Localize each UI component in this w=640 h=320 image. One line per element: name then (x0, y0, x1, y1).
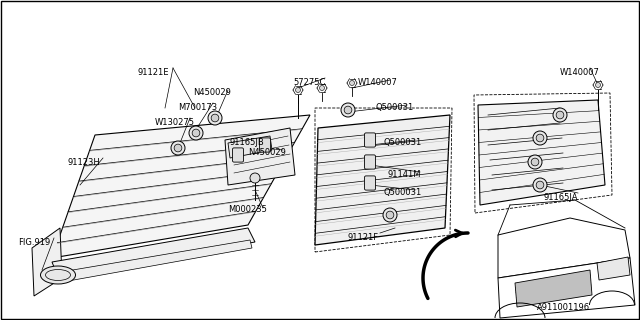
Text: W140007: W140007 (358, 78, 398, 87)
Circle shape (171, 141, 185, 155)
Circle shape (553, 108, 567, 122)
Text: 91141M: 91141M (388, 170, 422, 179)
Text: M700173: M700173 (178, 103, 217, 112)
Text: Q500031: Q500031 (383, 188, 421, 197)
Text: 91165JA: 91165JA (543, 193, 577, 202)
Circle shape (349, 81, 355, 85)
Circle shape (536, 134, 544, 142)
Text: A911001196: A911001196 (537, 303, 590, 312)
Circle shape (174, 144, 182, 152)
Circle shape (250, 173, 260, 183)
Circle shape (595, 83, 600, 87)
Text: Q500031: Q500031 (375, 103, 413, 112)
Circle shape (536, 181, 544, 189)
Circle shape (533, 178, 547, 192)
Circle shape (189, 126, 203, 140)
Polygon shape (225, 128, 295, 185)
Circle shape (344, 106, 352, 114)
Polygon shape (498, 258, 635, 318)
Text: 91165JB: 91165JB (229, 138, 264, 147)
Circle shape (531, 158, 539, 166)
Text: N450029: N450029 (248, 148, 286, 157)
Circle shape (319, 85, 324, 91)
Text: Q500031: Q500031 (383, 138, 421, 147)
Text: 91121F: 91121F (348, 233, 379, 242)
Circle shape (296, 87, 301, 92)
FancyBboxPatch shape (232, 148, 243, 162)
Circle shape (528, 155, 542, 169)
Polygon shape (55, 240, 252, 283)
Circle shape (208, 111, 222, 125)
Circle shape (341, 103, 355, 117)
Polygon shape (515, 270, 592, 307)
Polygon shape (597, 257, 630, 280)
Text: 57275C: 57275C (293, 78, 325, 87)
Text: 91123H: 91123H (68, 158, 100, 167)
Text: M000235: M000235 (228, 205, 267, 214)
FancyBboxPatch shape (365, 155, 376, 169)
Text: W140007: W140007 (560, 68, 600, 77)
Circle shape (386, 211, 394, 219)
FancyBboxPatch shape (365, 176, 376, 190)
Circle shape (556, 111, 564, 119)
Polygon shape (52, 228, 255, 277)
Text: N450029: N450029 (193, 88, 231, 97)
Polygon shape (52, 115, 310, 258)
Circle shape (383, 208, 397, 222)
Polygon shape (32, 228, 62, 296)
Text: FIG.919: FIG.919 (18, 238, 51, 247)
Circle shape (211, 114, 219, 122)
Text: W130275: W130275 (155, 118, 195, 127)
Polygon shape (498, 218, 630, 278)
Circle shape (192, 129, 200, 137)
FancyBboxPatch shape (365, 133, 376, 147)
Circle shape (533, 131, 547, 145)
Polygon shape (228, 136, 272, 158)
Text: 91121E: 91121E (138, 68, 170, 77)
FancyBboxPatch shape (259, 138, 271, 152)
Ellipse shape (40, 266, 76, 284)
Polygon shape (478, 100, 605, 205)
Polygon shape (315, 115, 450, 245)
